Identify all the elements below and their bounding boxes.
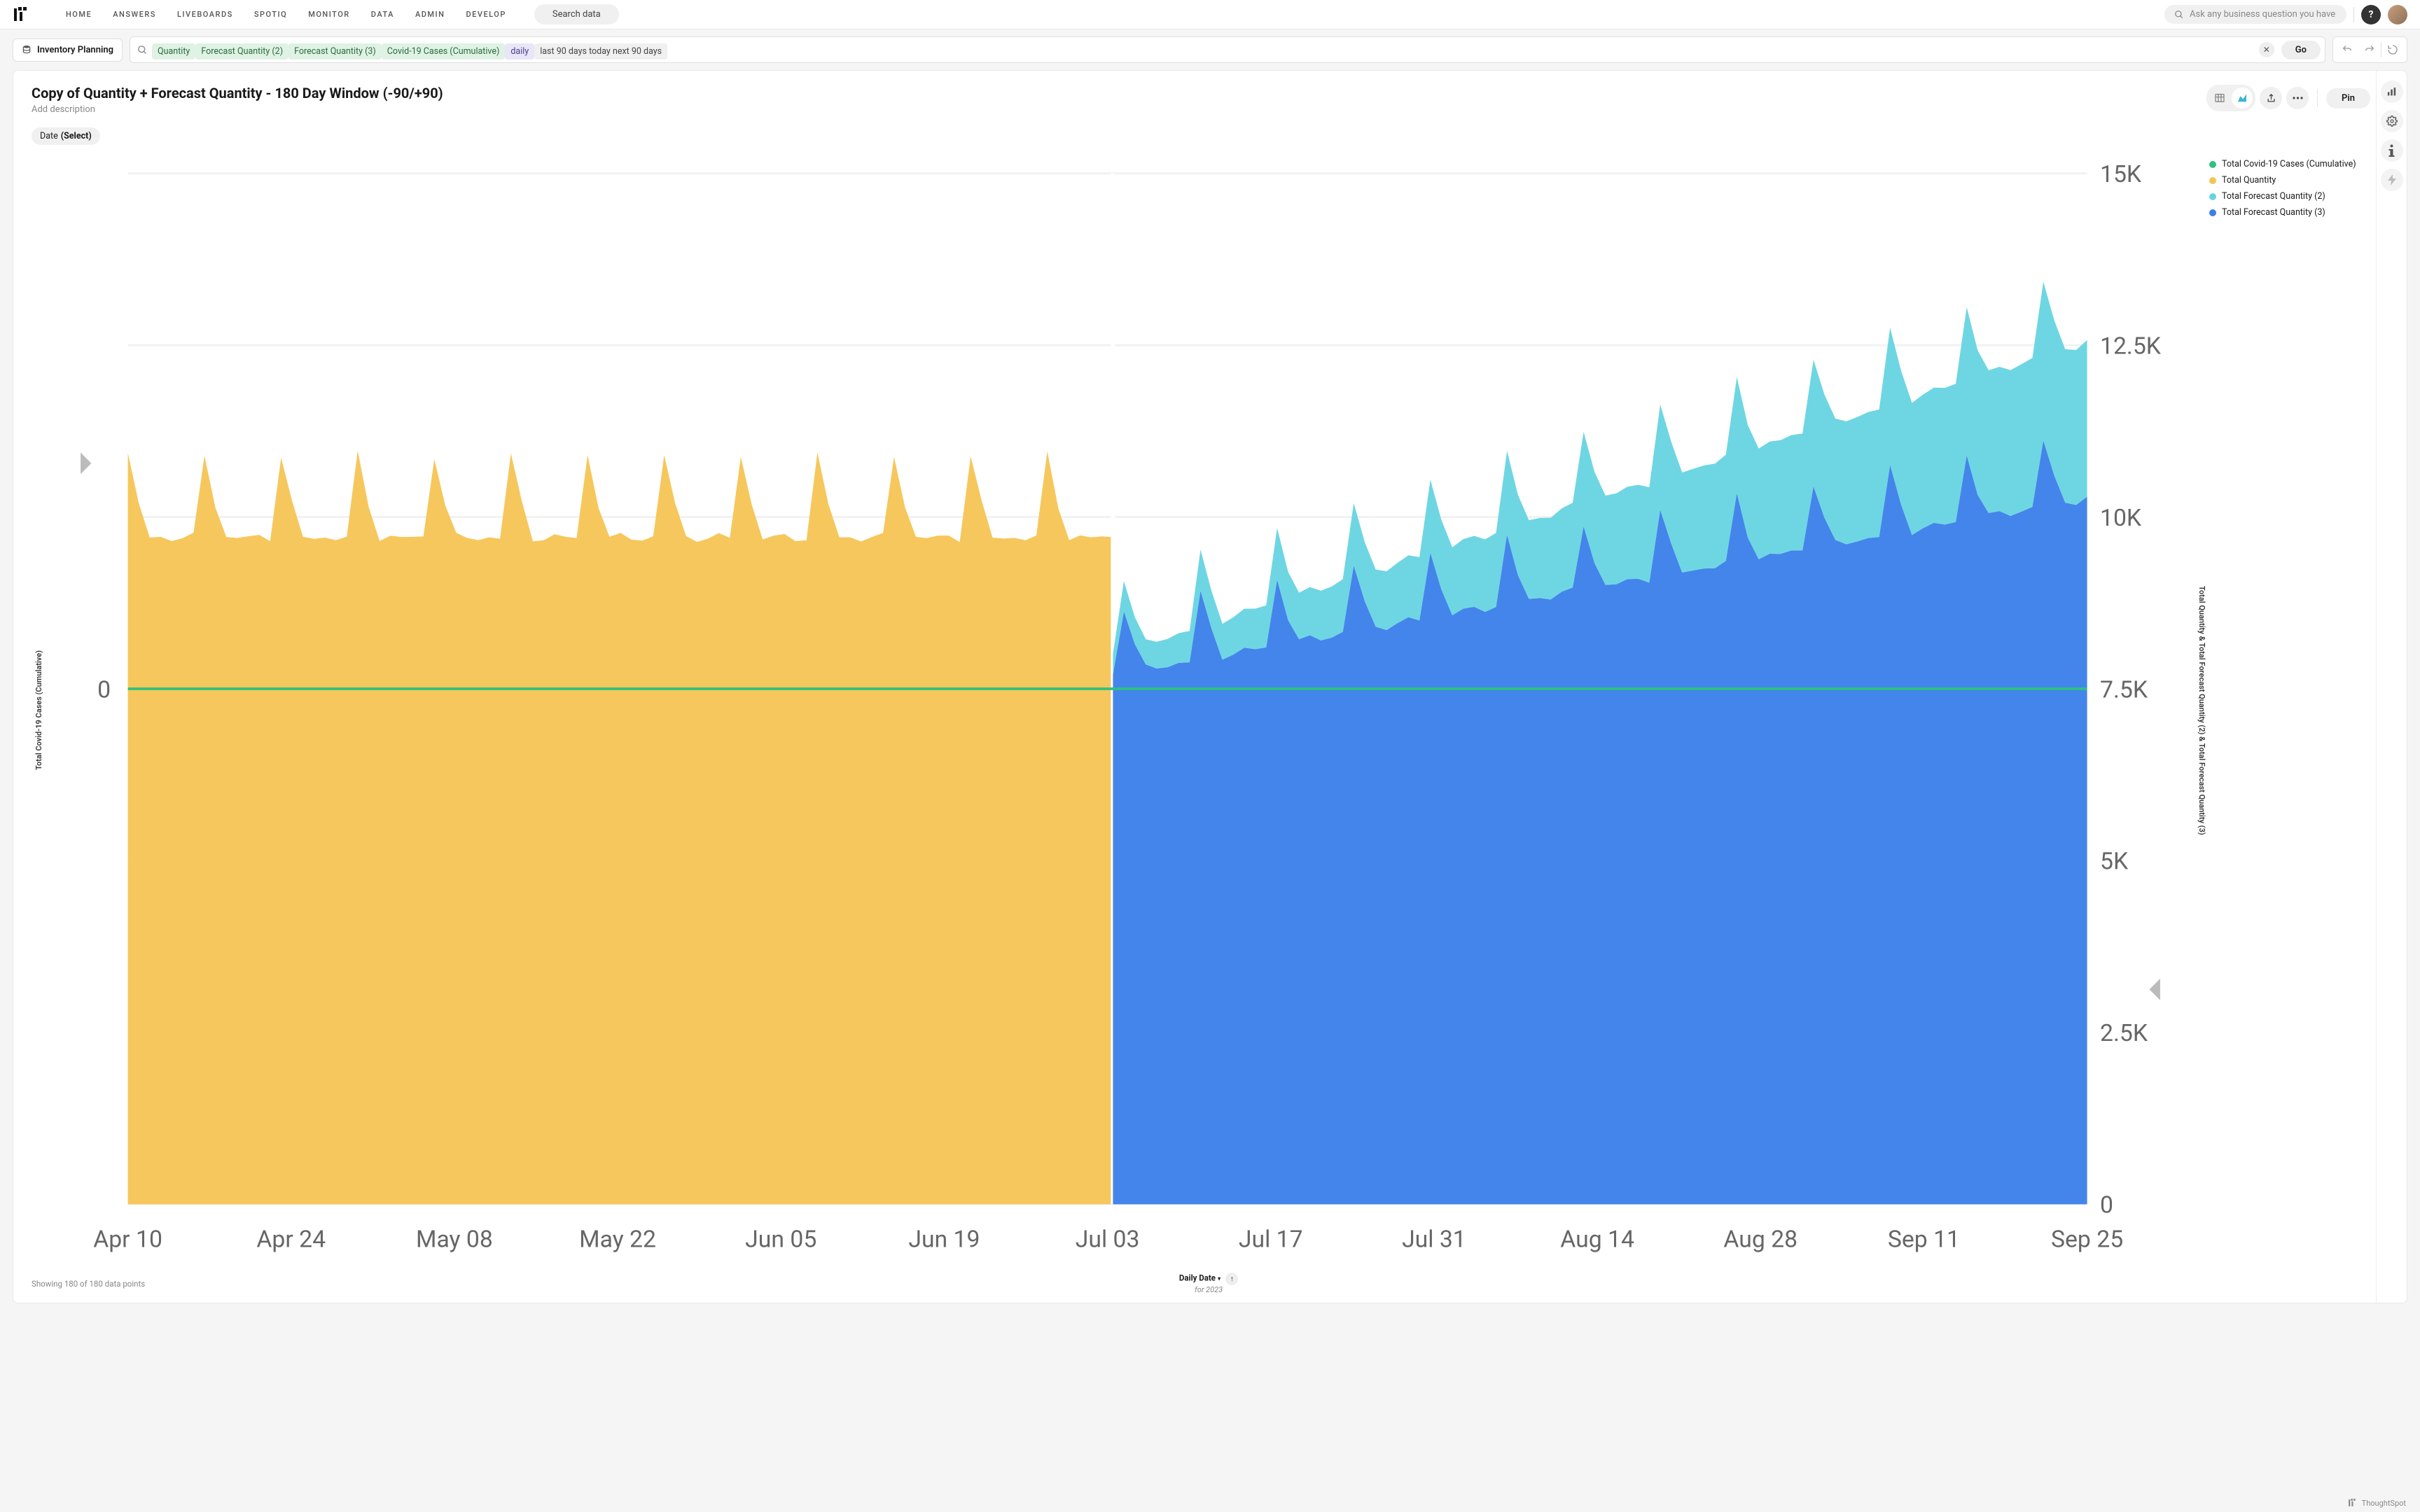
share-button[interactable] [2260, 87, 2282, 109]
date-filter-chip[interactable]: Date (Select) [32, 127, 100, 145]
svg-text:Jul 17: Jul 17 [1239, 1226, 1303, 1254]
pin-button[interactable]: Pin [2326, 88, 2370, 108]
date-chip-value: (Select) [61, 131, 92, 141]
svg-text:Aug 28: Aug 28 [1723, 1226, 1797, 1254]
answer-card: Copy of Quantity + Forecast Quantity - 1… [13, 70, 2407, 1303]
legend-item[interactable]: Total Forecast Quantity (2) [2209, 191, 2370, 202]
nav-link-admin[interactable]: ADMIN [415, 10, 445, 19]
datasource-label: Inventory Planning [37, 45, 113, 55]
global-search-placeholder: Ask any business question you have [2190, 9, 2335, 20]
nav-link-data[interactable]: DATA [371, 10, 394, 19]
legend-label: Total Forecast Quantity (3) [2222, 207, 2325, 218]
chart-view-button[interactable] [2232, 88, 2253, 108]
legend-swatch [2209, 177, 2216, 184]
query-bar[interactable]: QuantityForecast Quantity (2)Forecast Qu… [130, 36, 2325, 63]
go-button[interactable]: Go [2281, 41, 2321, 59]
query-chip[interactable]: Quantity [152, 43, 195, 59]
help-button[interactable]: ? [2361, 5, 2381, 24]
legend-item[interactable]: Total Covid-19 Cases (Cumulative) [2209, 159, 2370, 169]
svg-text:Jun 19: Jun 19 [908, 1226, 980, 1254]
svg-text:Sep 11: Sep 11 [1888, 1226, 1960, 1254]
redo-button[interactable] [2358, 38, 2381, 61]
global-search[interactable]: Ask any business question you have [2164, 5, 2346, 24]
query-chip[interactable]: Forecast Quantity (2) [195, 43, 288, 59]
query-chip[interactable]: daily [505, 43, 534, 59]
undo-button[interactable] [2336, 38, 2358, 61]
y-axis-left-label: Total Covid-19 Cases (Cumulative) [32, 650, 46, 770]
x-axis-title[interactable]: Daily Date ▾ ↑ for 2023 [1179, 1273, 1238, 1294]
svg-text:2.5K: 2.5K [2100, 1020, 2148, 1047]
filter-bar: Inventory Planning QuantityForecast Quan… [0, 29, 2420, 70]
legend-swatch [2209, 209, 2216, 216]
top-nav: HOME ANSWERS LIVEBOARDS SPOTIQ MONITOR D… [0, 0, 2420, 29]
area-chart[interactable]: 0 2.5K 5K 7.5K 10K 12.5K 15K 0 Apr 10 Apr 24 May 0… [46, 152, 2195, 1268]
svg-text:Sep 25: Sep 25 [2051, 1226, 2123, 1254]
search-icon [137, 45, 148, 55]
chart-config-button[interactable] [2381, 80, 2403, 103]
sort-button[interactable]: ↑ [1225, 1273, 1238, 1285]
view-toggle [2206, 85, 2255, 111]
more-button[interactable] [2286, 87, 2309, 109]
date-chip-label: Date [40, 131, 58, 141]
history-controls [2332, 36, 2407, 63]
logo[interactable] [13, 6, 31, 24]
svg-text:Jul 03: Jul 03 [1076, 1226, 1140, 1254]
svg-text:15K: 15K [2100, 161, 2142, 188]
x-axis-year: for 2023 [1179, 1285, 1238, 1294]
svg-text:5K: 5K [2100, 848, 2129, 876]
nav-link-home[interactable]: HOME [66, 10, 92, 19]
svg-text:Apr 24: Apr 24 [256, 1226, 326, 1254]
info-button[interactable] [2381, 139, 2403, 162]
legend-label: Total Quantity [2222, 175, 2276, 186]
legend: Total Covid-19 Cases (Cumulative) Total Q… [2209, 152, 2370, 1268]
svg-text:May 22: May 22 [579, 1226, 656, 1254]
brand-footer: ThoughtSpot [2348, 1498, 2406, 1508]
settings-button[interactable] [2381, 110, 2403, 132]
svg-text:Jun 05: Jun 05 [745, 1226, 816, 1254]
clear-query-button[interactable]: ✕ [2259, 42, 2274, 57]
nav-link-develop[interactable]: DEVELOP [466, 10, 506, 19]
svg-text:Aug 14: Aug 14 [1560, 1226, 1634, 1254]
svg-text:0: 0 [97, 676, 111, 704]
nav-link-liveboards[interactable]: LIVEBOARDS [177, 10, 233, 19]
avatar[interactable] [2388, 5, 2407, 24]
query-chip[interactable]: Covid-19 Cases (Cumulative) [382, 43, 506, 59]
datapoints-label: Showing 180 of 180 data points [32, 1279, 145, 1289]
nav-link-answers[interactable]: ANSWERS [113, 10, 156, 19]
nav-links: HOME ANSWERS LIVEBOARDS SPOTIQ MONITOR D… [66, 10, 506, 19]
datasource-chip[interactable]: Inventory Planning [13, 38, 123, 62]
nav-link-spotiq[interactable]: SPOTIQ [254, 10, 287, 19]
y-axis-right-label: Total Quantity & Total Forecast Quantity… [2195, 586, 2209, 835]
page-subtitle[interactable]: Add description [32, 104, 443, 115]
svg-text:0: 0 [2100, 1192, 2113, 1219]
table-view-button[interactable] [2209, 88, 2230, 108]
right-rail [2376, 71, 2407, 1303]
svg-text:10K: 10K [2100, 505, 2142, 532]
reset-button[interactable] [2381, 38, 2404, 61]
svg-text:Jul 31: Jul 31 [1402, 1226, 1466, 1254]
legend-swatch [2209, 161, 2216, 168]
svg-text:12.5K: 12.5K [2100, 332, 2162, 360]
search-data-button[interactable]: Search data [534, 4, 619, 24]
svg-text:May 08: May 08 [416, 1226, 493, 1254]
legend-swatch [2209, 193, 2216, 200]
page-title[interactable]: Copy of Quantity + Forecast Quantity - 1… [32, 85, 443, 102]
legend-item[interactable]: Total Forecast Quantity (3) [2209, 207, 2370, 218]
divider [2353, 7, 2354, 22]
lightning-button[interactable] [2381, 169, 2403, 191]
query-chip[interactable]: last 90 days today next 90 days [534, 43, 667, 59]
nav-link-monitor[interactable]: MONITOR [308, 10, 350, 19]
svg-text:7.5K: 7.5K [2100, 676, 2148, 704]
legend-label: Total Forecast Quantity (2) [2222, 191, 2325, 202]
query-chip[interactable]: Forecast Quantity (3) [288, 43, 382, 59]
legend-item[interactable]: Total Quantity [2209, 175, 2370, 186]
svg-text:Apr 10: Apr 10 [93, 1226, 162, 1254]
legend-label: Total Covid-19 Cases (Cumulative) [2222, 159, 2356, 169]
